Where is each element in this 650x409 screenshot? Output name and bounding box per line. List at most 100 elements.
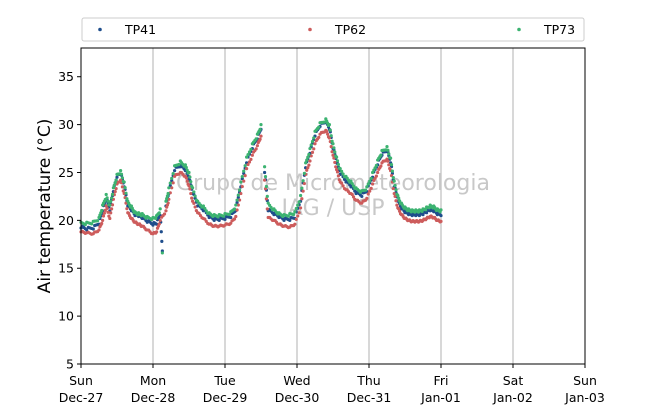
data-point: [158, 207, 162, 211]
data-point: [187, 184, 191, 188]
data-point: [154, 216, 158, 220]
data-point: [247, 150, 252, 154]
data-point: [305, 158, 309, 162]
data-point: [397, 196, 401, 200]
data-point: [193, 205, 197, 209]
data-point: [265, 207, 269, 211]
data-point: [119, 168, 123, 173]
data-point: [293, 222, 297, 226]
data-point: [164, 199, 168, 203]
data-point: [365, 196, 369, 200]
legend-frame: [81, 17, 585, 42]
data-point: [332, 146, 336, 150]
x-tick-day: Mon: [140, 373, 166, 388]
data-point: [312, 136, 316, 140]
data-point: [340, 169, 344, 173]
data-point: [235, 200, 239, 205]
data-point: [109, 199, 113, 204]
data-point: [310, 139, 315, 144]
data-point: [389, 173, 394, 178]
x-tick-date: Dec-31: [347, 390, 392, 405]
data-point: [263, 178, 267, 182]
data-point: [110, 207, 114, 211]
x-tick-date: Dec-30: [275, 390, 320, 405]
data-point: [306, 166, 310, 170]
x-tick-day: Tue: [213, 373, 236, 388]
data-point: [159, 230, 163, 234]
y-tick-label: 35: [58, 69, 74, 84]
data-point: [120, 176, 124, 180]
data-point: [170, 176, 174, 180]
data-point: [351, 195, 356, 199]
data-point: [184, 176, 188, 180]
legend-marker: [517, 27, 521, 32]
data-point: [310, 150, 315, 154]
data-point: [387, 163, 391, 167]
data-point: [245, 155, 249, 159]
data-point: [389, 163, 394, 167]
data-point: [302, 171, 306, 175]
data-point: [394, 188, 398, 192]
y-tick-label: 30: [58, 117, 74, 132]
data-point: [188, 175, 192, 179]
data-point: [329, 134, 333, 138]
data-point: [379, 164, 383, 168]
data-point: [349, 179, 353, 183]
data-point: [223, 217, 227, 222]
data-point: [157, 211, 161, 215]
data-point: [155, 230, 159, 234]
data-point: [165, 197, 169, 201]
data-point: [121, 189, 125, 193]
data-point: [307, 152, 311, 157]
data-point: [330, 139, 334, 143]
data-point: [296, 214, 300, 218]
x-tick-day: Sun: [69, 373, 93, 388]
data-point: [385, 145, 389, 149]
data-point: [119, 172, 124, 176]
data-point: [397, 207, 401, 211]
legend-label: TP73: [543, 22, 575, 37]
data-point: [85, 228, 89, 232]
data-point: [166, 201, 170, 205]
data-point: [201, 204, 205, 208]
data-point: [183, 163, 187, 167]
data-point: [192, 201, 196, 205]
data-point: [160, 251, 164, 255]
series-TP73: [79, 117, 443, 255]
data-point: [297, 200, 301, 204]
data-point: [243, 174, 247, 178]
data-point: [112, 183, 116, 187]
data-point: [294, 217, 298, 221]
data-point: [328, 128, 332, 132]
legend: TP41 TP62 TP73: [81, 17, 585, 42]
plot-frame: [80, 47, 586, 365]
data-point: [250, 153, 254, 157]
data-point: [122, 180, 126, 184]
data-point: [317, 125, 321, 129]
data-point: [439, 208, 443, 212]
data-point: [293, 210, 297, 214]
data-point: [392, 191, 396, 196]
data-point: [371, 170, 375, 175]
data-point: [391, 186, 395, 191]
data-point: [189, 180, 193, 184]
data-point: [376, 170, 380, 175]
data-point: [308, 159, 312, 163]
data-point: [325, 129, 329, 134]
data-point: [317, 135, 321, 139]
x-tick-day: Wed: [283, 373, 310, 388]
data-point: [254, 147, 258, 151]
data-point: [162, 212, 167, 216]
data-point: [398, 199, 402, 203]
data-point: [157, 222, 161, 226]
data-point: [365, 185, 369, 189]
data-point: [341, 172, 345, 176]
data-point: [341, 184, 345, 188]
data-point: [234, 214, 238, 219]
data-point: [170, 178, 174, 183]
data-point: [309, 143, 313, 147]
data-point: [171, 171, 175, 176]
data-point: [291, 212, 296, 217]
data-point: [249, 157, 253, 161]
data-point: [245, 167, 249, 171]
